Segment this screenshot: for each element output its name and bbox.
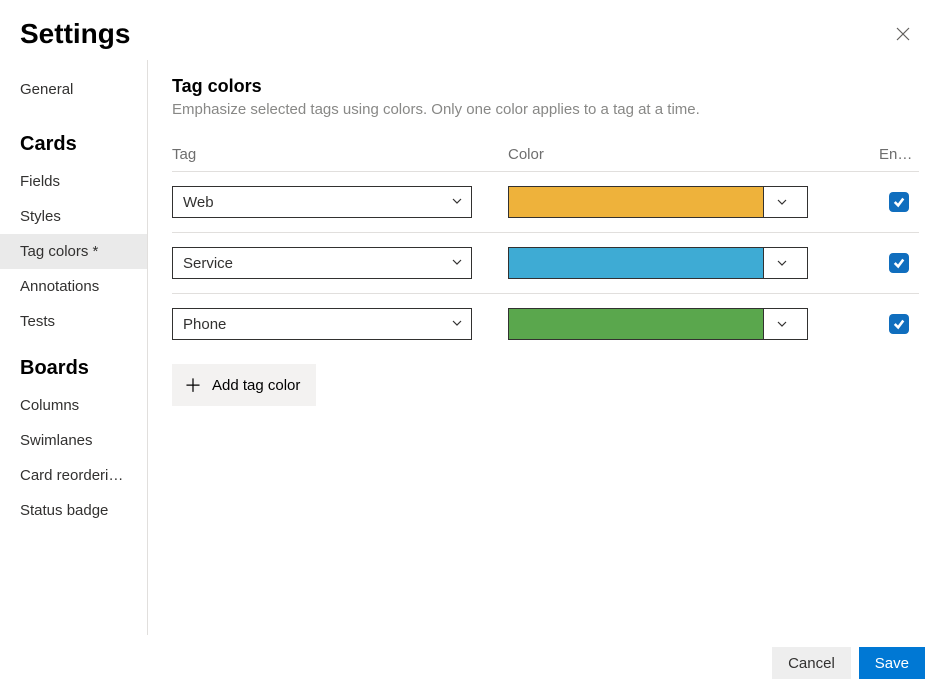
chevron-down-icon bbox=[763, 248, 799, 278]
color-select[interactable] bbox=[508, 308, 808, 340]
tag-select-value: Service bbox=[183, 255, 233, 272]
sidebar-item[interactable]: Styles bbox=[0, 199, 147, 234]
color-select[interactable] bbox=[508, 247, 808, 279]
table-row: Phone bbox=[172, 294, 919, 354]
chevron-down-icon bbox=[763, 309, 799, 339]
sidebar-item[interactable]: Tag colors * bbox=[0, 234, 147, 269]
color-select[interactable] bbox=[508, 186, 808, 218]
dialog-title: Settings bbox=[20, 18, 130, 50]
sidebar-item-general[interactable]: General bbox=[0, 72, 147, 107]
tag-select[interactable]: Web bbox=[172, 186, 472, 218]
column-header-enable: Ena… bbox=[879, 146, 919, 163]
chevron-down-icon bbox=[451, 195, 463, 210]
sidebar-item[interactable]: Card reorderi… bbox=[0, 458, 147, 493]
tag-select-value: Web bbox=[183, 194, 214, 211]
plus-icon: ＋ bbox=[184, 372, 202, 398]
table-row: Web bbox=[172, 172, 919, 233]
content-panel: Tag colors Emphasize selected tags using… bbox=[148, 60, 947, 635]
enable-checkbox[interactable] bbox=[889, 253, 909, 273]
cancel-button[interactable]: Cancel bbox=[772, 647, 851, 679]
sidebar-item[interactable]: Tests bbox=[0, 304, 147, 339]
column-header-color: Color bbox=[508, 146, 812, 163]
column-header-tag: Tag bbox=[172, 146, 508, 163]
chevron-down-icon bbox=[451, 256, 463, 271]
color-swatch bbox=[509, 187, 763, 217]
tag-select[interactable]: Phone bbox=[172, 308, 472, 340]
add-button-label: Add tag color bbox=[212, 377, 300, 394]
tag-select-value: Phone bbox=[183, 316, 226, 333]
enable-checkbox[interactable] bbox=[889, 314, 909, 334]
enable-checkbox[interactable] bbox=[889, 192, 909, 212]
color-swatch bbox=[509, 309, 763, 339]
chevron-down-icon bbox=[763, 187, 799, 217]
close-icon bbox=[896, 27, 910, 41]
content-subtitle: Emphasize selected tags using colors. On… bbox=[172, 101, 919, 118]
sidebar-section-title: Boards bbox=[0, 339, 147, 388]
sidebar-item[interactable]: Status badge bbox=[0, 493, 147, 528]
sidebar-item[interactable]: Columns bbox=[0, 388, 147, 423]
sidebar-section-title: Cards bbox=[0, 107, 147, 164]
table-row: Service bbox=[172, 233, 919, 294]
sidebar-item[interactable]: Fields bbox=[0, 164, 147, 199]
color-swatch bbox=[509, 248, 763, 278]
add-tag-color-button[interactable]: ＋ Add tag color bbox=[172, 364, 316, 406]
sidebar: General CardsFieldsStylesTag colors *Ann… bbox=[0, 60, 148, 635]
content-title: Tag colors bbox=[172, 76, 919, 97]
tag-select[interactable]: Service bbox=[172, 247, 472, 279]
save-button[interactable]: Save bbox=[859, 647, 925, 679]
chevron-down-icon bbox=[451, 317, 463, 332]
close-button[interactable] bbox=[887, 18, 919, 50]
sidebar-item[interactable]: Annotations bbox=[0, 269, 147, 304]
sidebar-item[interactable]: Swimlanes bbox=[0, 423, 147, 458]
